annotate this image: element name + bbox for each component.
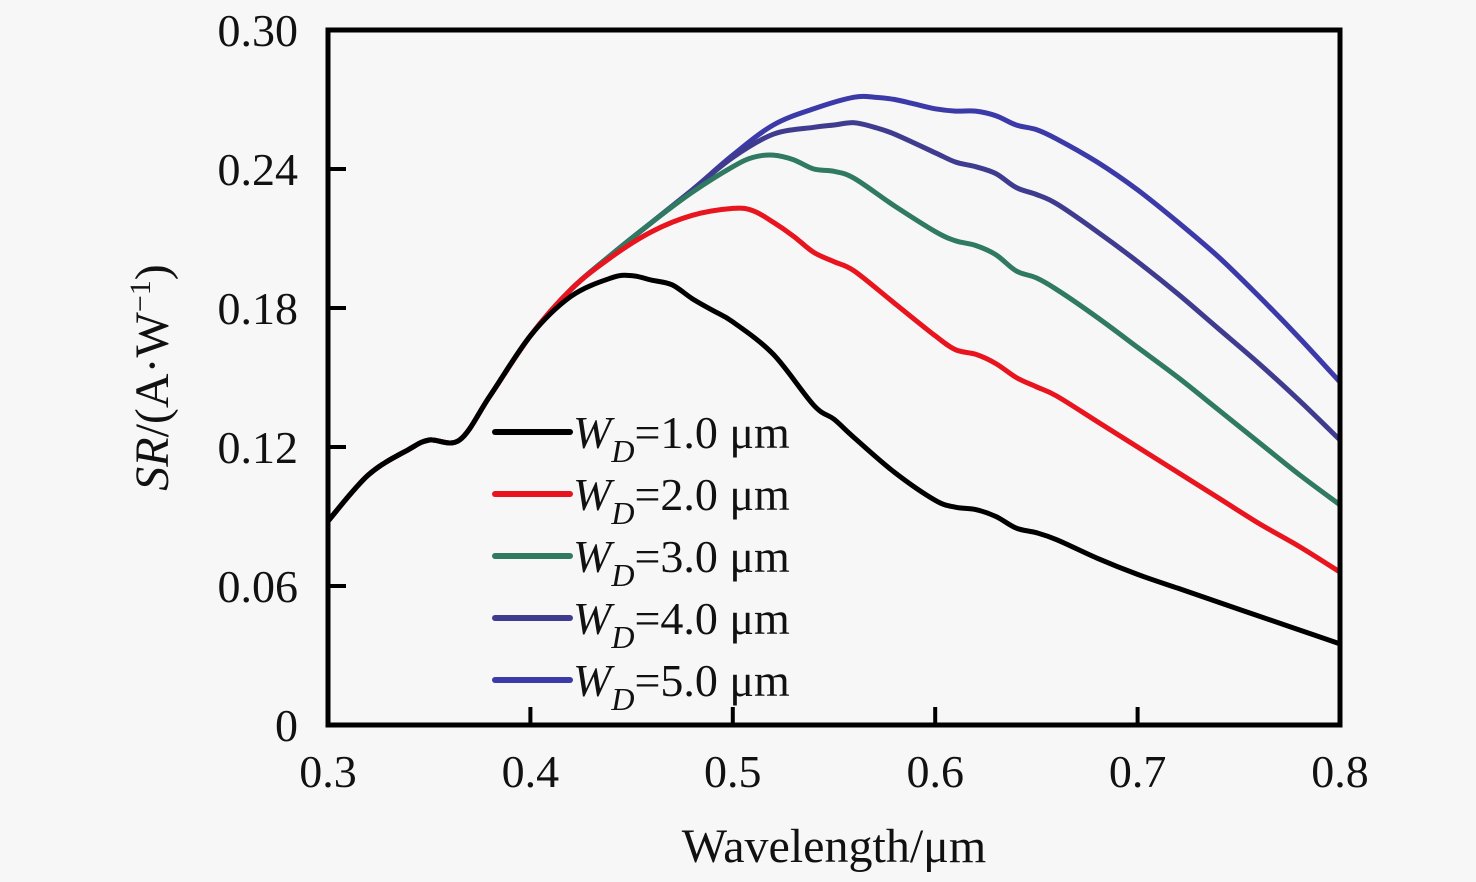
x-tick-label: 0.8 xyxy=(1311,746,1369,797)
x-tick-label: 0.3 xyxy=(299,746,357,797)
x-tick-label: 0.5 xyxy=(704,746,762,797)
series-line-4 xyxy=(325,120,1343,524)
legend-label-main: W xyxy=(573,531,615,582)
legend-label-sub: D xyxy=(610,557,634,593)
y-tick-label: 0.24 xyxy=(218,144,299,195)
legend-label-main: W xyxy=(573,407,615,458)
y-tick-label: 0.30 xyxy=(218,5,299,56)
series-line-2 xyxy=(325,205,1343,575)
legend-label: WD=3.0 μm xyxy=(573,531,790,593)
legend-label: WD=4.0 μm xyxy=(573,593,790,655)
x-axis-ticks: 0.3 0.4 0.5 0.6 0.7 0.8 xyxy=(299,707,1369,797)
legend-item: WD=5.0 μm xyxy=(492,655,790,717)
y-axis-ticks: 0 0.06 0.12 0.18 0.24 0.30 xyxy=(218,5,346,751)
legend-label-rest: =3.0 μm xyxy=(634,531,790,582)
y-axis-title-close: ) xyxy=(126,264,179,280)
y-axis-title-sup: −1 xyxy=(124,280,157,312)
legend-label: WD=2.0 μm xyxy=(573,469,790,531)
legend-item: WD=1.0 μm xyxy=(492,407,790,469)
legend-label-sub: D xyxy=(610,433,634,469)
legend-item: WD=4.0 μm xyxy=(492,593,790,655)
y-tick-label: 0 xyxy=(275,700,298,751)
legend-label-rest: =4.0 μm xyxy=(634,593,790,644)
series-line-5 xyxy=(325,93,1343,524)
legend-item: WD=2.0 μm xyxy=(492,469,790,531)
legend-label-rest: =5.0 μm xyxy=(634,655,790,706)
y-tick-label: 0.06 xyxy=(218,561,299,612)
plot-frame xyxy=(325,27,1343,728)
series-line-3 xyxy=(325,152,1343,524)
series-layer xyxy=(325,93,1343,647)
legend-label-sub: D xyxy=(610,619,634,655)
y-tick-label: 0.18 xyxy=(218,283,299,334)
y-axis-title-italic: SR xyxy=(126,437,179,490)
x-tick-label: 0.7 xyxy=(1109,746,1167,797)
x-tick-label: 0.4 xyxy=(502,746,560,797)
legend-label-main: W xyxy=(573,655,615,706)
y-tick-label: 0.12 xyxy=(218,422,299,473)
y-axis-title: SR/(A·W−1) xyxy=(124,264,179,491)
legend-label-rest: =2.0 μm xyxy=(634,469,790,520)
legend-label-rest: =1.0 μm xyxy=(634,407,790,458)
legend-label: WD=5.0 μm xyxy=(573,655,790,717)
legend-label-main: W xyxy=(573,593,615,644)
series-line-1 xyxy=(325,272,1343,647)
legend-label-sub: D xyxy=(610,681,634,717)
legend-label: WD=1.0 μm xyxy=(573,407,790,469)
x-axis-title: Wavelength/μm xyxy=(682,820,986,873)
legend-label-main: W xyxy=(573,469,615,520)
x-tick-label: 0.6 xyxy=(906,746,964,797)
legend-label-sub: D xyxy=(610,495,634,531)
legend-item: WD=3.0 μm xyxy=(492,531,790,593)
y-axis-title-unit: /(A·W xyxy=(126,311,179,437)
